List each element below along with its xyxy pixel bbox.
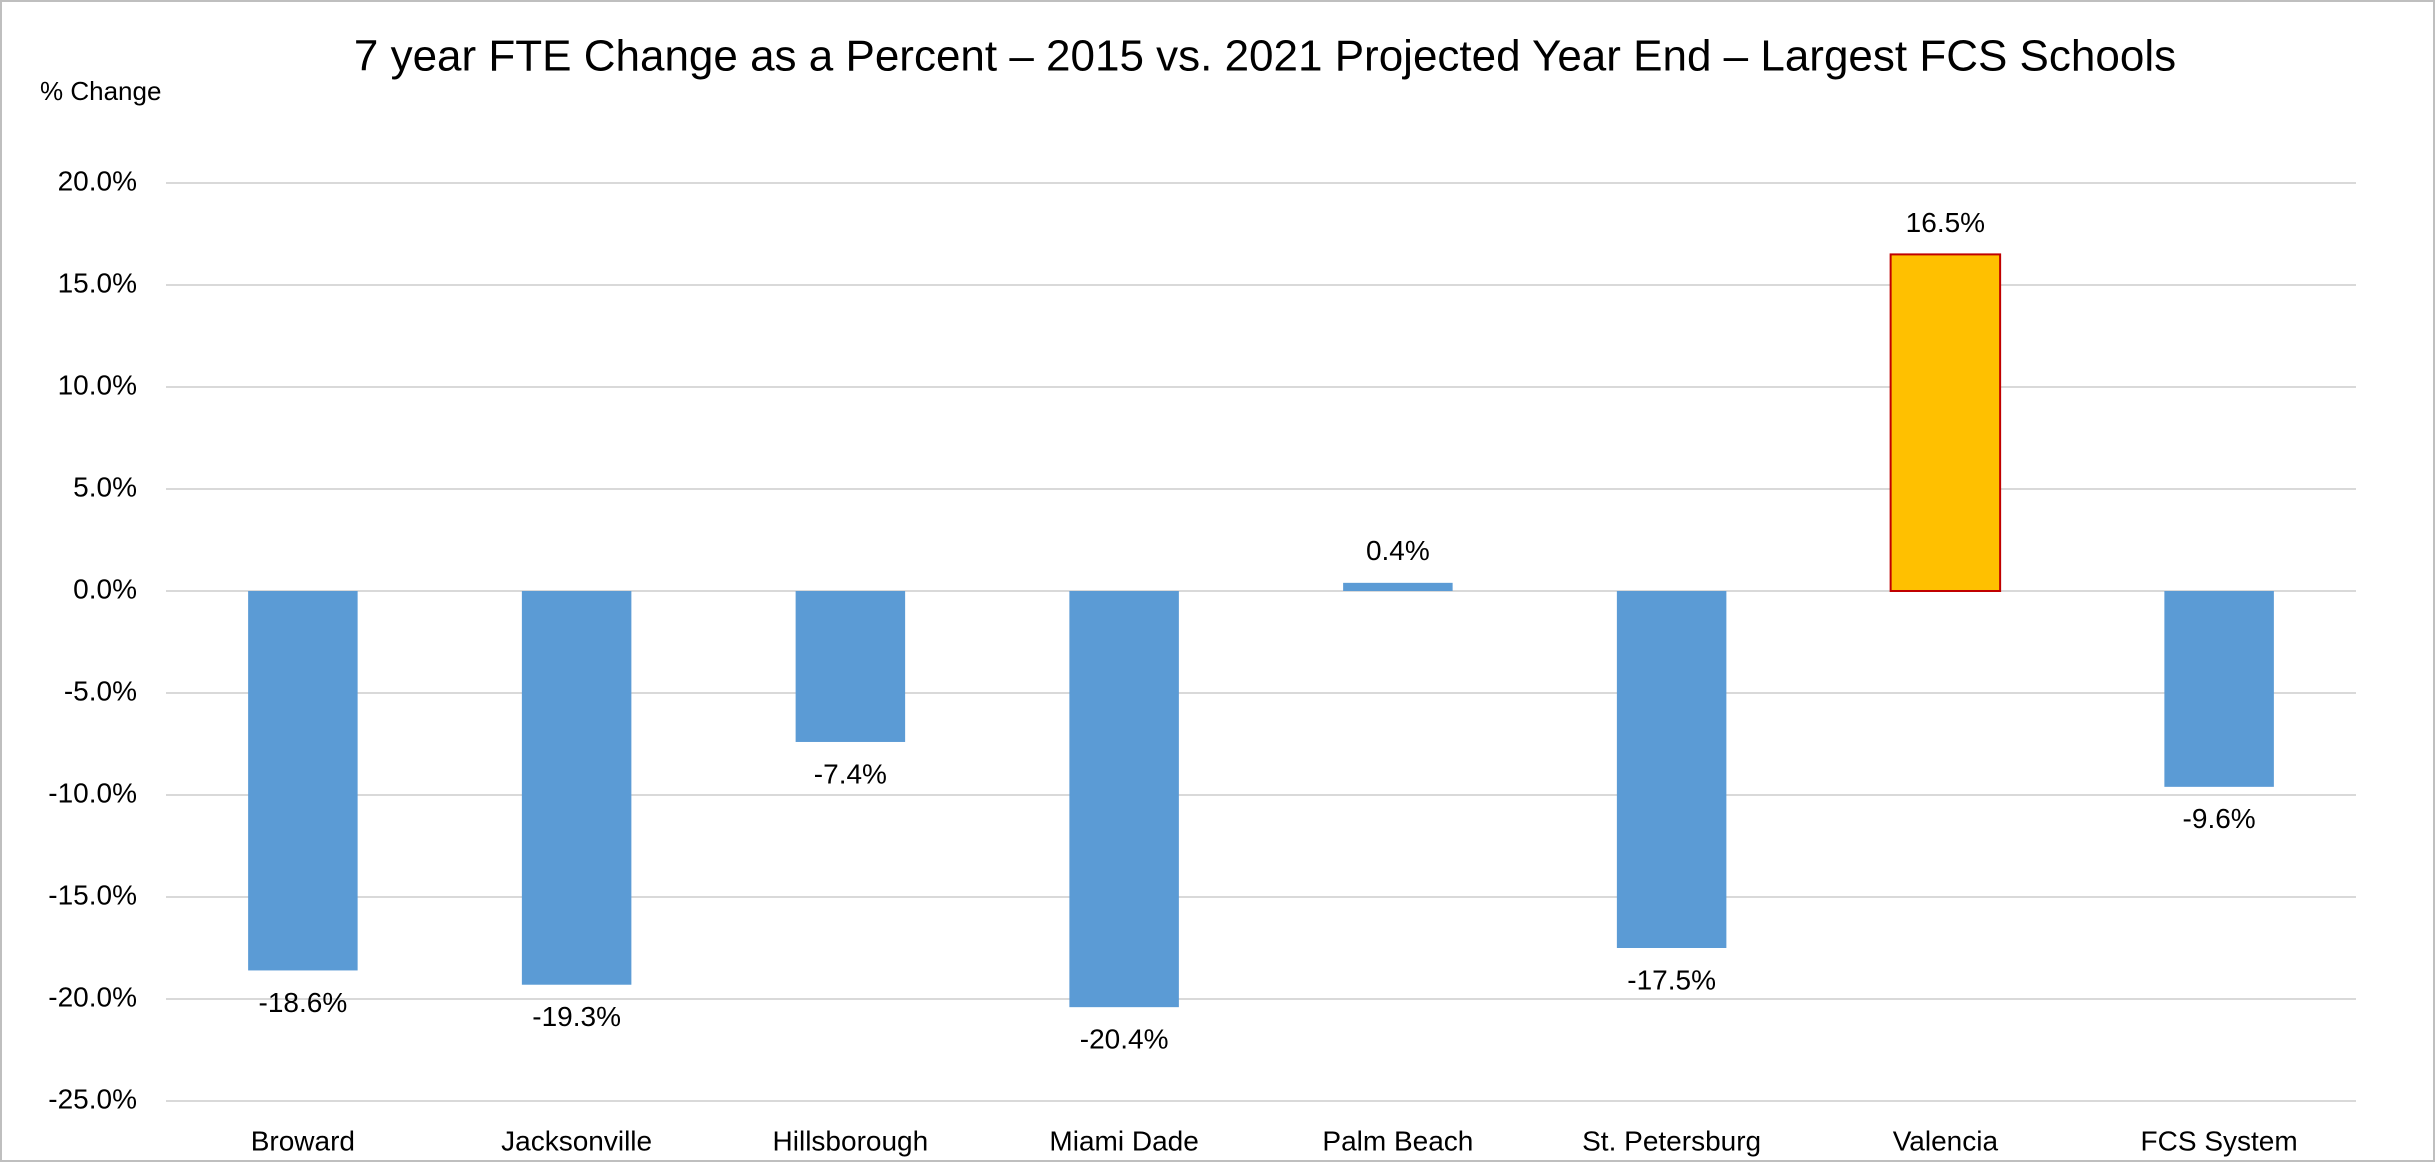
- x-tick-label: FCS System: [2141, 1125, 2298, 1156]
- data-label: -18.6%: [259, 987, 348, 1018]
- data-label: 0.4%: [1366, 535, 1430, 566]
- x-tick-label: Palm Beach: [1322, 1125, 1473, 1156]
- y-tick-label: -20.0%: [48, 981, 137, 1012]
- bar: [1069, 591, 1179, 1008]
- y-axis-title: % Change: [40, 76, 161, 106]
- data-label: -17.5%: [1627, 964, 1716, 995]
- bar: [1616, 591, 1727, 948]
- x-tick-label: Broward: [251, 1125, 355, 1156]
- bar: [248, 591, 358, 971]
- data-label: -9.6%: [2183, 803, 2256, 834]
- bar: [521, 591, 632, 985]
- bar: [1889, 253, 2002, 592]
- data-label: -20.4%: [1080, 1024, 1169, 1055]
- x-tick-label: Jacksonville: [501, 1125, 652, 1156]
- bar: [1343, 582, 1453, 591]
- x-tick-label: Valencia: [1893, 1125, 1999, 1156]
- chart-title: 7 year FTE Change as a Percent – 2015 vs…: [354, 32, 2176, 81]
- y-tick-label: -5.0%: [64, 675, 137, 706]
- y-tick-label: 20.0%: [58, 165, 137, 196]
- y-tick-label: -10.0%: [48, 777, 137, 808]
- y-tick-label: 10.0%: [58, 369, 137, 400]
- x-tick-label: St. Petersburg: [1582, 1125, 1761, 1156]
- y-tick-label: -15.0%: [48, 879, 137, 910]
- data-label: 16.5%: [1906, 207, 1985, 238]
- y-tick-label: 0.0%: [73, 573, 137, 604]
- bar: [2164, 591, 2274, 787]
- x-tick-label: Hillsborough: [773, 1125, 929, 1156]
- data-label: -7.4%: [814, 758, 887, 789]
- bar: [795, 591, 906, 742]
- x-tick-label: Miami Dade: [1049, 1125, 1198, 1156]
- data-label: -19.3%: [532, 1001, 621, 1032]
- y-tick-label: 15.0%: [58, 267, 137, 298]
- y-tick-label: -25.0%: [48, 1083, 137, 1114]
- y-tick-label: 5.0%: [73, 471, 137, 502]
